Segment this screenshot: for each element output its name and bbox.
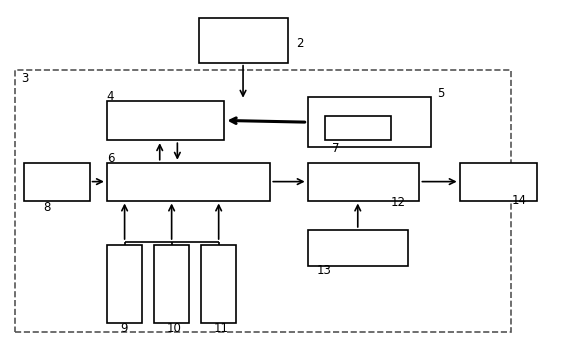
FancyBboxPatch shape	[308, 163, 419, 201]
FancyBboxPatch shape	[107, 101, 224, 140]
FancyBboxPatch shape	[459, 163, 537, 201]
Text: 10: 10	[167, 322, 182, 335]
FancyBboxPatch shape	[325, 116, 391, 140]
FancyBboxPatch shape	[308, 230, 408, 266]
Text: 2: 2	[296, 37, 304, 50]
FancyBboxPatch shape	[308, 97, 431, 147]
FancyBboxPatch shape	[24, 163, 90, 201]
Text: 4: 4	[107, 90, 114, 103]
FancyBboxPatch shape	[107, 245, 143, 323]
FancyBboxPatch shape	[198, 18, 288, 63]
Text: 12: 12	[391, 196, 406, 209]
Text: 8: 8	[44, 201, 51, 214]
Text: 5: 5	[436, 87, 444, 100]
Text: 13: 13	[316, 264, 331, 277]
Text: 7: 7	[332, 142, 340, 155]
FancyBboxPatch shape	[154, 245, 189, 323]
Text: 3: 3	[21, 72, 28, 85]
Text: 14: 14	[511, 194, 526, 207]
Bar	[15, 70, 511, 331]
FancyBboxPatch shape	[107, 163, 270, 201]
Text: 6: 6	[107, 152, 114, 165]
Text: 9: 9	[120, 322, 128, 335]
Text: 11: 11	[214, 322, 229, 335]
FancyBboxPatch shape	[201, 245, 236, 323]
